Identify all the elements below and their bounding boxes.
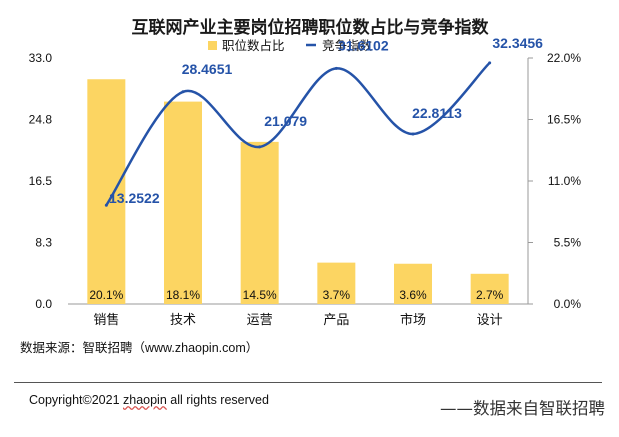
chart-axes: 0.0 8.3 16.5 24.8 33.0 0.0% 5.5% 11.0% 16.5% 22.0… (29, 51, 582, 311)
category-label: 技术 (170, 312, 196, 327)
chart-title: 互联网产业主要岗位招聘职位数占比与竞争指数 (132, 17, 490, 37)
line-point (334, 66, 338, 70)
bar (240, 141, 279, 304)
line-value-label: 21.079 (264, 113, 307, 129)
data-source-note: 数据来源：智联招聘（www.zhaopin.com） (20, 341, 259, 355)
line-series: 13.2522 28.4651 21.079 31.6102 22.8113 32.345… (104, 35, 543, 207)
copyright-prefix: Copyright©2021 (29, 393, 123, 407)
bar (317, 262, 356, 304)
line-point (258, 145, 262, 149)
category-label: 产品 (323, 312, 349, 327)
caption-text: ——数据来自智联招聘 (440, 399, 605, 418)
legend-bar-swatch (208, 41, 217, 50)
left-tick-label: 33.0 (29, 51, 53, 65)
line-point (488, 61, 492, 65)
chart-area: 互联网产业主要岗位招聘职位数占比与竞争指数 职位数占比 竞争指数 0.0 8.3 1… (29, 17, 582, 327)
right-tick-label: 11.0% (548, 174, 581, 188)
bar (394, 263, 432, 304)
left-tick-label: 0.0 (35, 297, 52, 311)
bar-value-label: 3.7% (323, 288, 351, 302)
competition-index-line (105, 61, 491, 206)
bar-value-label: 14.5% (243, 288, 277, 302)
bar-value-label: 20.1% (89, 288, 123, 302)
right-tick-label: 0.0% (554, 297, 582, 311)
copyright-brand: zhaopin (123, 393, 167, 407)
right-tick-label: 5.5% (554, 236, 582, 250)
line-value-label: 32.3456 (492, 35, 543, 51)
line-value-label: 13.2522 (109, 190, 160, 206)
category-label: 设计 (477, 312, 503, 327)
left-tick-label: 24.8 (29, 113, 53, 127)
bar-value-label: 18.1% (166, 288, 200, 302)
category-label: 运营 (247, 312, 273, 327)
line-point (181, 90, 185, 94)
left-tick-label: 16.5 (29, 174, 53, 188)
bar-series: 20.1% 18.1% 14.5% 3.7% 3.6% 2.7% (87, 79, 509, 304)
category-label: 市场 (400, 312, 426, 327)
bar (87, 79, 126, 304)
line-value-label: 31.6102 (338, 37, 389, 53)
footer-divider (14, 382, 602, 383)
bar-value-label: 3.6% (399, 288, 427, 302)
line-point (411, 132, 415, 136)
line-point (104, 203, 108, 207)
category-axis: 销售 技术 运营 产品 市场 设计 (93, 312, 502, 327)
copyright-text: Copyright©2021 zhaopin all rights reserv… (29, 393, 269, 407)
chart-legend: 职位数占比 竞争指数 (208, 38, 373, 53)
bar-value-label: 2.7% (476, 288, 504, 302)
line-value-label: 22.8113 (412, 105, 462, 121)
left-tick-label: 8.3 (35, 236, 52, 250)
bar (164, 101, 202, 304)
copyright-suffix: all rights reserved (166, 393, 269, 407)
bar (470, 273, 509, 304)
legend-line-label: 竞争指数 (322, 38, 373, 53)
right-tick-label: 22.0% (547, 51, 581, 65)
category-label: 销售 (93, 312, 119, 327)
right-tick-label: 16.5% (547, 113, 581, 127)
line-value-label: 28.4651 (182, 61, 233, 77)
legend-bar-label: 职位数占比 (222, 38, 285, 53)
